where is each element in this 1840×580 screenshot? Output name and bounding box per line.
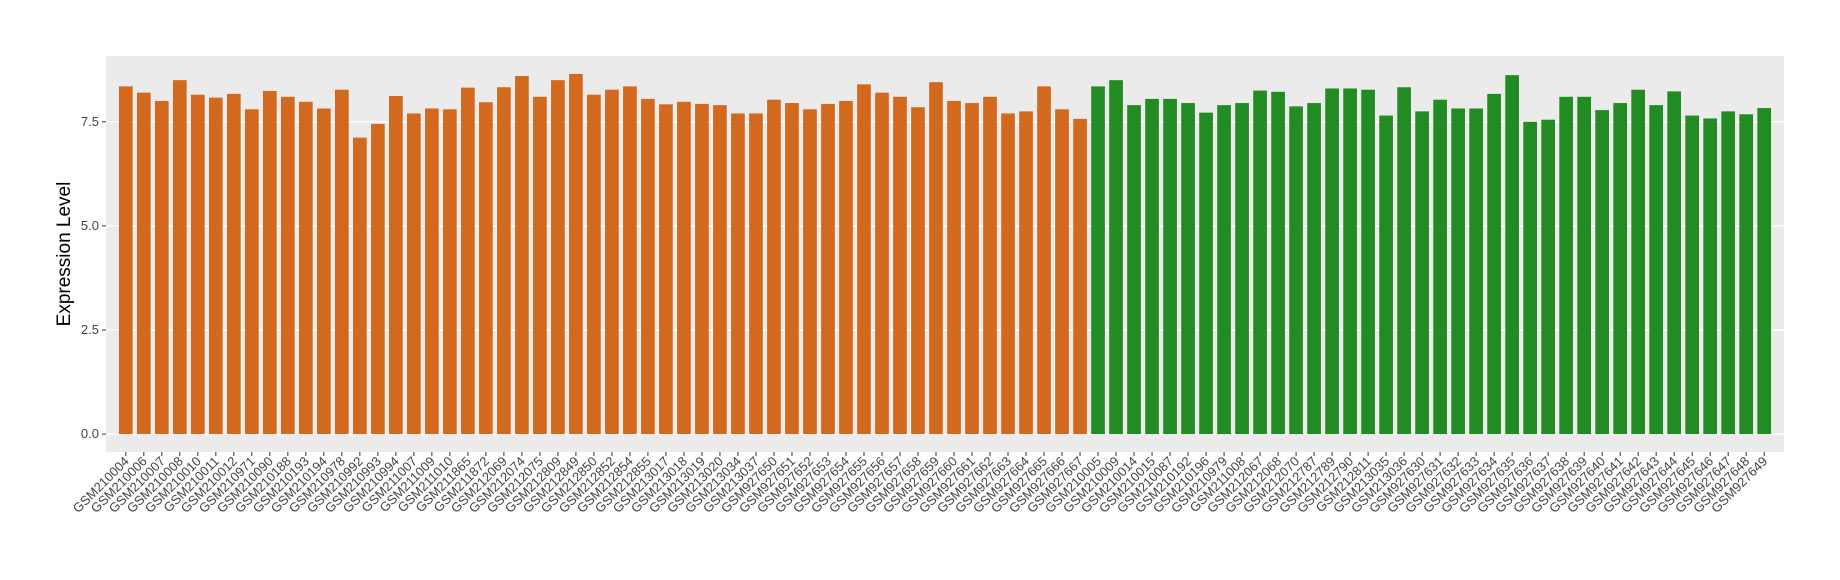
y-tick-label: 7.5	[81, 114, 99, 129]
bar	[1127, 105, 1141, 435]
bar	[317, 108, 331, 435]
bar	[1271, 91, 1285, 435]
bar	[911, 107, 925, 435]
bar	[533, 96, 547, 435]
bar	[1073, 118, 1087, 435]
bar	[659, 104, 673, 435]
bar	[244, 109, 259, 435]
bar	[623, 86, 637, 435]
bar	[1307, 103, 1321, 435]
bar	[1379, 115, 1393, 435]
bar	[479, 102, 493, 435]
bar	[587, 94, 601, 435]
bar	[1343, 88, 1357, 435]
bar	[1163, 98, 1177, 435]
bar	[731, 113, 745, 435]
bar	[190, 94, 205, 435]
bar	[1739, 114, 1754, 435]
y-tick-label: 2.5	[81, 322, 99, 337]
bar	[677, 101, 691, 435]
bar	[443, 109, 457, 435]
bar	[875, 92, 889, 435]
bar	[857, 84, 871, 435]
bar	[821, 103, 835, 435]
bar	[947, 100, 961, 435]
bar	[136, 92, 151, 435]
bar	[1667, 91, 1682, 435]
bar	[1145, 98, 1159, 435]
bar	[208, 97, 223, 435]
bar	[353, 137, 367, 435]
bar	[1613, 103, 1628, 435]
bar	[1235, 103, 1249, 435]
bar	[1037, 86, 1051, 435]
bar	[551, 80, 565, 435]
bar	[1487, 93, 1501, 435]
bar	[425, 108, 439, 435]
bar	[1433, 99, 1447, 435]
y-axis-title: Expression Level	[54, 182, 75, 327]
bar	[965, 103, 979, 435]
bar	[1469, 108, 1483, 435]
bar	[605, 89, 619, 435]
bar	[983, 96, 997, 435]
bar	[1091, 86, 1105, 435]
y-tick-label: 5.0	[81, 218, 99, 233]
bar	[461, 87, 475, 435]
bar	[713, 105, 727, 435]
bar	[1721, 111, 1736, 435]
bar	[1595, 110, 1609, 435]
bar	[389, 95, 403, 435]
bar	[1577, 96, 1591, 435]
bar	[371, 123, 385, 435]
bar	[893, 96, 907, 435]
bar	[1631, 89, 1646, 435]
bar	[1451, 108, 1465, 435]
bar	[262, 90, 277, 435]
bar	[281, 96, 295, 435]
bar	[1325, 88, 1339, 435]
bar	[1109, 80, 1123, 435]
bar	[1757, 108, 1772, 435]
bar	[1217, 105, 1231, 435]
bar	[515, 75, 529, 435]
bar	[785, 103, 799, 435]
bar	[118, 86, 133, 435]
bar	[1523, 121, 1537, 435]
bar	[569, 73, 583, 435]
bar	[695, 103, 709, 435]
bar	[299, 101, 313, 435]
bar	[767, 99, 781, 435]
bar	[1019, 111, 1033, 435]
bar	[1685, 115, 1700, 435]
bar	[929, 82, 943, 435]
bar	[1361, 89, 1375, 435]
bar	[641, 98, 655, 435]
bar	[407, 113, 421, 435]
bar	[154, 100, 169, 435]
bar	[1397, 87, 1411, 435]
bar	[172, 80, 187, 435]
bar	[803, 109, 817, 435]
bar	[1559, 96, 1573, 435]
bar	[839, 100, 853, 435]
bar	[1001, 113, 1015, 435]
bar	[1505, 75, 1519, 435]
bar	[1649, 105, 1664, 435]
bar	[1289, 106, 1303, 435]
bar	[1055, 109, 1069, 435]
bar	[1703, 118, 1718, 435]
bar	[335, 89, 349, 435]
bar	[749, 113, 763, 435]
bar	[1541, 119, 1555, 435]
y-tick-label: 0.0	[81, 426, 99, 441]
bar	[497, 87, 511, 435]
bar	[1199, 112, 1213, 435]
bar	[1253, 90, 1267, 435]
bar	[1181, 103, 1195, 435]
bar	[1415, 111, 1429, 435]
bar	[226, 93, 241, 435]
